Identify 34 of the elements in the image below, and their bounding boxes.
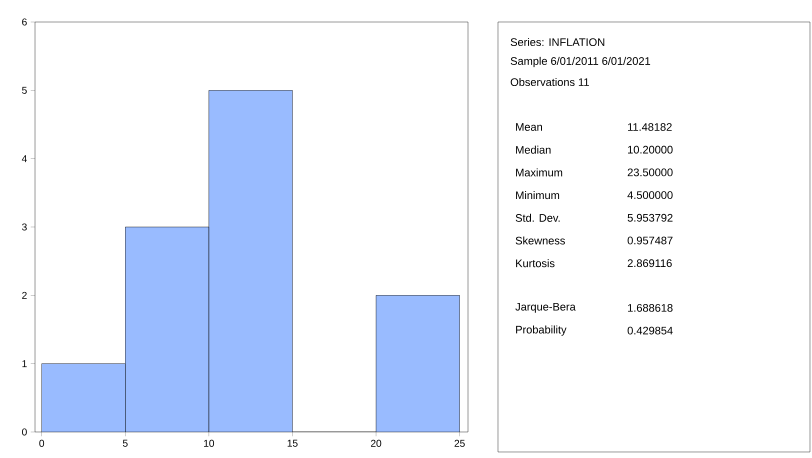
text: Median	[516, 146, 551, 154]
y-tick-label: 5	[22, 86, 27, 94]
y-tick-label: 1	[22, 360, 27, 368]
text: Kurtosis	[516, 259, 555, 268]
text: Skewness	[516, 236, 565, 245]
text: Mean	[516, 123, 542, 131]
y-tick-label: 0	[22, 428, 27, 436]
x-tick-label: 20	[370, 440, 382, 447]
text: Maximum	[516, 168, 562, 176]
text: 0.429854	[628, 326, 673, 334]
y-tick-label: 2	[22, 292, 27, 299]
x-tick-label: 5	[122, 440, 128, 447]
y-tick-label: 4	[22, 155, 27, 162]
text: 23.50000	[628, 168, 673, 176]
text: 10.20000	[628, 146, 673, 154]
text: Observations 11	[510, 78, 589, 86]
text: 5.953792	[628, 214, 673, 222]
text: Series: INFLATION	[510, 38, 604, 46]
text: 11.48182	[628, 123, 672, 131]
x-tick-label: 15	[288, 440, 298, 447]
text: 4.500000	[627, 191, 673, 199]
text: Probability	[516, 325, 567, 336]
text: Sample 6/01/2011 6/01/2021	[510, 56, 650, 68]
text: 0.957487	[628, 236, 673, 244]
x-tick-label: 0	[39, 440, 44, 447]
x-tick-label: 10	[204, 440, 214, 447]
text: 1.688618	[628, 304, 673, 312]
text: Minimum	[516, 191, 560, 200]
y-tick-label: 3	[22, 223, 27, 231]
x-tick-label: 25	[454, 440, 465, 447]
text: 2.869116	[628, 259, 672, 268]
text: Std. Dev.	[516, 214, 560, 222]
text: Jarque-Bera	[515, 302, 576, 313]
y-tick-label: 6	[22, 18, 27, 26]
